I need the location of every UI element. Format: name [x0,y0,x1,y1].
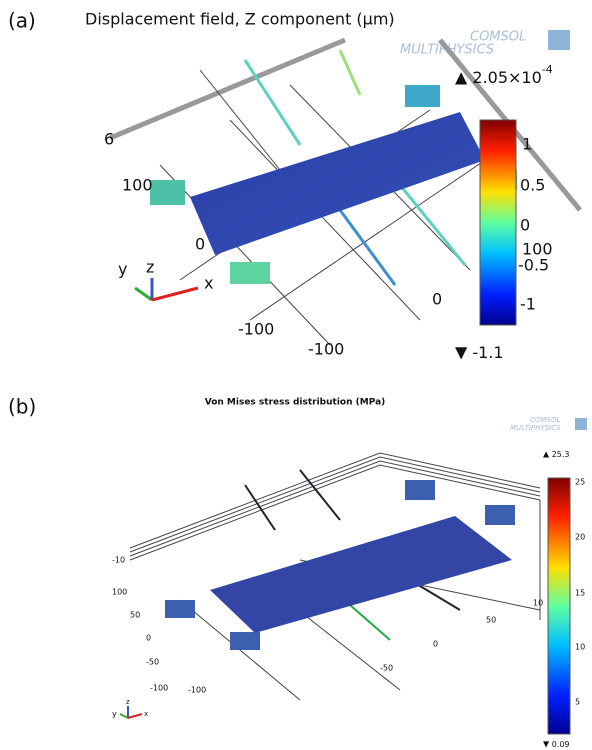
colorbar-tick: -1 [520,295,536,314]
colorbar-tick: 25 [575,478,585,487]
colorbar-tick: 15 [575,589,585,598]
panel-b: (b) Von Mises stress distribution (MPa) … [8,395,587,749]
colorbar-tick: 5 [575,698,580,707]
panel-title: Displacement field, Z component (µm) [85,10,395,29]
axis-tick: 0 [433,640,438,649]
triad-label: y [112,710,117,719]
min-value: -1.1 [472,343,503,362]
axis-tick: -100 [238,320,274,339]
axis-tick: 0 [146,634,151,643]
min-label: ▼ -1.1 [455,343,504,362]
axis-tick: 50 [486,616,496,625]
triad-label: x [204,274,213,293]
axis-tick: -10 [112,556,125,565]
colorbar-ticks: 25 20 15 10 5 [575,478,585,707]
figure: (a) Displacement field, Z component (µm)… [0,0,592,750]
page: (a) Displacement field, Z component (µm)… [0,0,592,750]
logo: MULTIPHYSICS [510,424,561,432]
triad: y z x [112,698,148,719]
frame [110,40,345,138]
max-value: 2.05×10 [472,68,541,87]
axis-tick: 100 [522,240,553,259]
min-value: 0.09 [552,740,570,749]
axis-tick: 6 [104,130,114,149]
logo-icon [548,30,570,50]
logo-icon [575,418,587,430]
triad-label: x [144,710,148,718]
colorbar-ticks: 1 0.5 0 -0.5 -1 [518,135,549,314]
triad-label: z [146,258,154,277]
max-exponent: -4 [542,63,553,76]
logo: COMSOL [530,416,560,424]
axis-tick: -100 [308,340,344,359]
axis-tick: 100 [122,176,153,195]
triad-label: z [126,698,130,706]
axis-tick: -100 [150,684,168,693]
panel-a: (a) Displacement field, Z component (µm)… [8,9,580,362]
axis-tick: -50 [380,664,393,673]
colorbar-tick: 0 [520,216,530,235]
panel-label: (a) [8,9,36,33]
triad: y z x [118,258,213,301]
triad-label: y [118,260,127,279]
min-label: ▼ 0.09 [543,740,570,749]
colorbar-tick: 0.5 [520,176,545,195]
colorbar-tick: 1 [522,135,532,154]
axis-tick: 0 [432,290,442,309]
colorbar [480,120,516,325]
axis-tick: -100 [188,686,206,695]
axis-tick: 100 [112,588,127,597]
panel-label: (b) [8,395,36,419]
axis-tick: 50 [130,611,140,620]
max-value: 25.3 [552,450,570,459]
colorbar-tick: 10 [575,643,585,652]
axis-tick: 10 [533,599,543,608]
colorbar [548,478,570,734]
max-label: ▲ 2.05×10-4 [455,63,553,87]
max-label: ▲ 25.3 [543,450,570,459]
axis-tick: 0 [195,235,205,254]
colorbar-tick: 20 [575,533,585,542]
panel-title: Von Mises stress distribution (MPa) [205,398,386,408]
axis-tick: -50 [146,658,159,667]
